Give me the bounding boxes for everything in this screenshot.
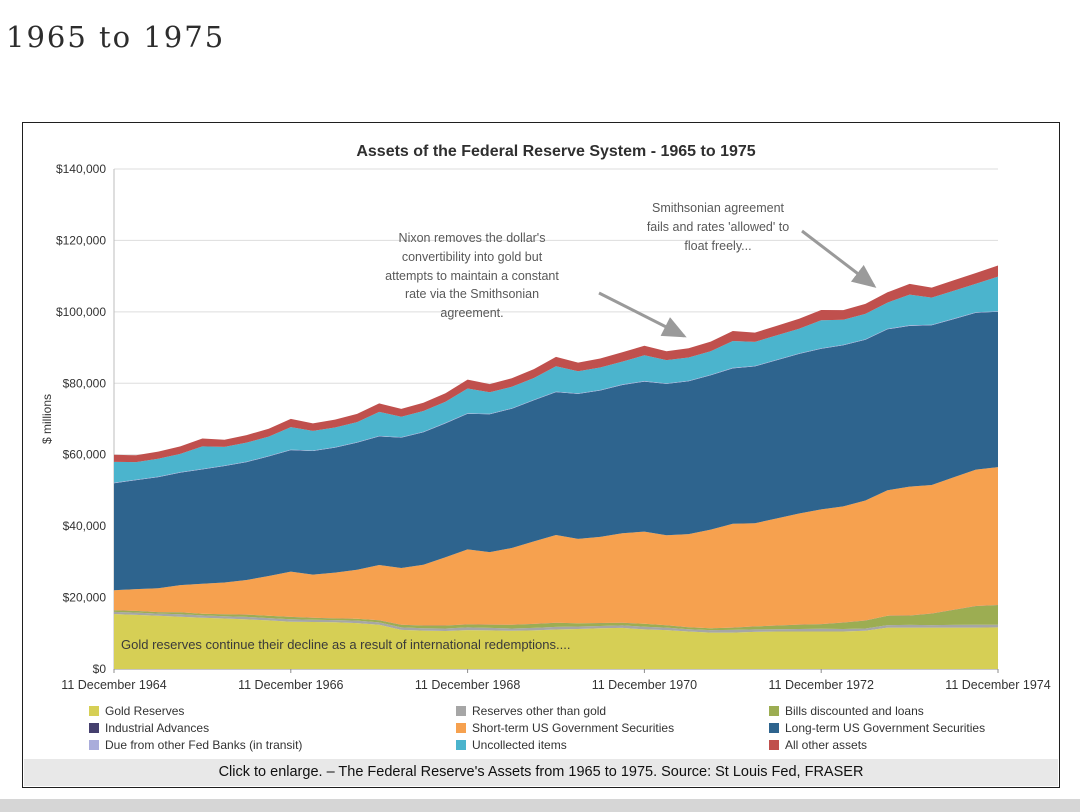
legend-item: Short-term US Government Securities: [456, 721, 769, 735]
annotation-smithsonian: Smithsonian agreement fails and rates 'a…: [646, 201, 790, 253]
area-gold-reserves: [114, 614, 998, 669]
chart-figure[interactable]: $0 $20,000 $40,000 $60,000 $80,000 $100,000 $1…: [22, 122, 1060, 788]
y-tick-label: $20,000: [63, 591, 107, 605]
area-uncollected-items: [114, 276, 998, 483]
legend-item: Uncollected items: [456, 738, 769, 752]
y-tick-label: $140,000: [56, 162, 106, 176]
stacked-area-chart: $0 $20,000 $40,000 $60,000 $80,000 $100,000 $1…: [40, 162, 1051, 692]
annotation-arrow: [598, 291, 687, 338]
legend-label: Long-term US Government Securities: [785, 721, 986, 735]
x-tick-label: 11 December 1968: [415, 678, 520, 692]
y-tick-label: $80,000: [63, 376, 107, 390]
x-tick-label: 11 December 1964: [61, 678, 166, 692]
legend-label: Bills discounted and loans: [785, 704, 924, 718]
legend-label: All other assets: [785, 738, 868, 752]
legend-item: All other assets: [769, 738, 985, 752]
legend-swatch: [769, 723, 779, 733]
legend-item: Gold Reserves: [89, 704, 456, 718]
legend-swatch: [89, 740, 99, 750]
legend-swatch: [456, 723, 466, 733]
chart-legend: Gold Reserves Industrial Advances Due from…: [89, 704, 1051, 752]
legend-item: Reserves other than gold: [456, 704, 769, 718]
legend-column: Reserves other than gold Short-term US Go…: [456, 704, 769, 752]
x-tick-label: 11 December 1972: [769, 678, 874, 692]
y-tick-label: $0: [93, 662, 107, 676]
y-tick-label: $120,000: [56, 233, 106, 247]
legend-label: Gold Reserves: [105, 704, 185, 718]
legend-item: Due from other Fed Banks (in transit): [89, 738, 456, 752]
legend-label: Short-term US Government Securities: [472, 721, 675, 735]
legend-swatch: [89, 706, 99, 716]
legend-item: Bills discounted and loans: [769, 704, 985, 718]
legend-swatch: [89, 723, 99, 733]
figure-caption[interactable]: Click to enlarge. – The Federal Reserve'…: [24, 759, 1058, 786]
chart-title: Assets of the Federal Reserve System - 1…: [356, 143, 756, 160]
legend-label: Due from other Fed Banks (in transit): [105, 738, 303, 752]
x-tick-label: 11 December 1970: [592, 678, 697, 692]
annotation-arrow: [801, 229, 877, 288]
area-bills-discounted-and-loans: [114, 605, 998, 631]
area-all-other-assets: [114, 265, 998, 463]
annotation-nixon: Nixon removes the dollar's convertibilit…: [385, 231, 559, 320]
page-bottom-strip: [0, 799, 1080, 812]
area-long-term-us-government-securities: [114, 311, 998, 591]
x-tick-label: 11 December 1966: [238, 678, 343, 692]
legend-item: Long-term US Government Securities: [769, 721, 985, 735]
area-reserves-other-than-gold: [114, 611, 998, 633]
legend-label: Reserves other than gold: [472, 704, 607, 718]
legend-item: Industrial Advances: [89, 721, 456, 735]
annotation-gold-reserves: Gold reserves continue their decline as …: [121, 637, 571, 652]
legend-column: Bills discounted and loans Long-term US G…: [769, 704, 985, 752]
y-tick-label: $60,000: [63, 448, 107, 462]
legend-swatch: [769, 740, 779, 750]
y-axis-title: $ millions: [40, 394, 54, 444]
legend-label: Industrial Advances: [105, 721, 210, 735]
x-tick-label: 11 December 1974: [945, 678, 1050, 692]
area-short-term-us-government-securities: [114, 467, 998, 629]
legend-swatch: [769, 706, 779, 716]
legend-column: Gold Reserves Industrial Advances Due from…: [89, 704, 456, 752]
legend-swatch: [456, 740, 466, 750]
legend-label: Uncollected items: [472, 738, 567, 752]
y-tick-label: $40,000: [63, 519, 107, 533]
page-title: 1965 to 1975: [6, 20, 226, 54]
legend-swatch: [456, 706, 466, 716]
y-tick-label: $100,000: [56, 305, 106, 319]
